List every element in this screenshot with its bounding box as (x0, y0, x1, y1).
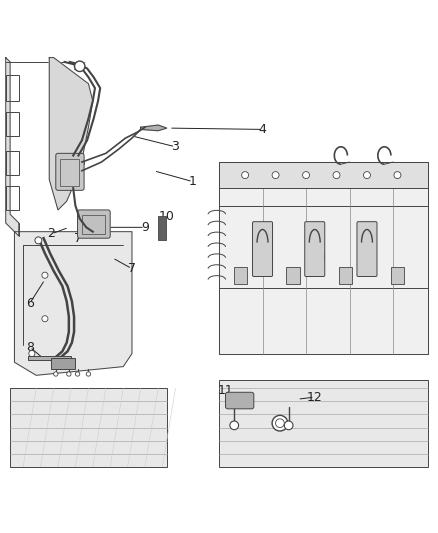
Polygon shape (141, 125, 167, 131)
Bar (339, 266, 352, 284)
Circle shape (53, 372, 58, 376)
Text: 7: 7 (74, 232, 81, 245)
Circle shape (333, 172, 340, 179)
Bar (158, 216, 166, 240)
FancyBboxPatch shape (56, 154, 84, 190)
Text: 4: 4 (258, 123, 266, 136)
Bar (219, 162, 428, 188)
Circle shape (67, 372, 71, 376)
Bar (6, 112, 19, 136)
Text: 3: 3 (172, 140, 180, 154)
Bar (286, 266, 300, 284)
Polygon shape (6, 58, 19, 236)
Text: 10: 10 (159, 210, 175, 223)
Text: 9: 9 (141, 221, 149, 234)
Bar (6, 75, 19, 101)
Circle shape (75, 372, 80, 376)
Text: 10: 10 (311, 251, 327, 264)
Circle shape (86, 372, 91, 376)
Text: 6: 6 (26, 297, 34, 310)
Polygon shape (14, 232, 132, 375)
Bar (6, 186, 19, 210)
Circle shape (74, 61, 85, 71)
Polygon shape (28, 356, 71, 360)
Circle shape (272, 172, 279, 179)
Polygon shape (49, 58, 93, 210)
Bar (391, 266, 404, 284)
Bar (6, 151, 19, 175)
Text: 11: 11 (218, 384, 233, 397)
FancyBboxPatch shape (78, 210, 110, 238)
Bar (82, 215, 106, 234)
Text: 7: 7 (128, 262, 136, 275)
Circle shape (364, 172, 371, 179)
Polygon shape (219, 162, 428, 353)
Text: 5: 5 (78, 156, 86, 168)
Bar (219, 379, 428, 467)
Circle shape (242, 172, 249, 179)
Circle shape (42, 316, 48, 322)
Text: 1: 1 (189, 175, 197, 188)
Circle shape (394, 172, 401, 179)
FancyBboxPatch shape (357, 222, 377, 277)
Circle shape (276, 419, 284, 427)
Circle shape (29, 351, 35, 357)
Bar (10, 389, 167, 467)
Circle shape (42, 272, 48, 278)
FancyBboxPatch shape (226, 392, 254, 409)
Bar (51, 358, 75, 369)
Circle shape (230, 421, 239, 430)
Text: 12: 12 (307, 391, 323, 403)
Circle shape (303, 172, 310, 179)
Text: 8: 8 (26, 341, 34, 353)
Circle shape (272, 415, 288, 431)
Text: 2: 2 (47, 228, 55, 240)
Bar (60, 158, 79, 186)
Circle shape (35, 237, 42, 244)
Circle shape (284, 421, 293, 430)
FancyBboxPatch shape (253, 222, 272, 277)
Bar (234, 266, 247, 284)
FancyBboxPatch shape (305, 222, 325, 277)
